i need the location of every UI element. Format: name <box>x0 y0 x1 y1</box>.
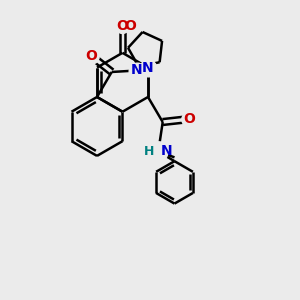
Text: H: H <box>143 145 154 158</box>
Text: N: N <box>131 64 142 77</box>
Text: O: O <box>183 112 195 126</box>
Text: O: O <box>124 19 136 33</box>
Text: O: O <box>85 49 97 63</box>
Text: O: O <box>117 19 128 33</box>
Text: N: N <box>142 61 154 75</box>
Text: N: N <box>161 145 173 158</box>
